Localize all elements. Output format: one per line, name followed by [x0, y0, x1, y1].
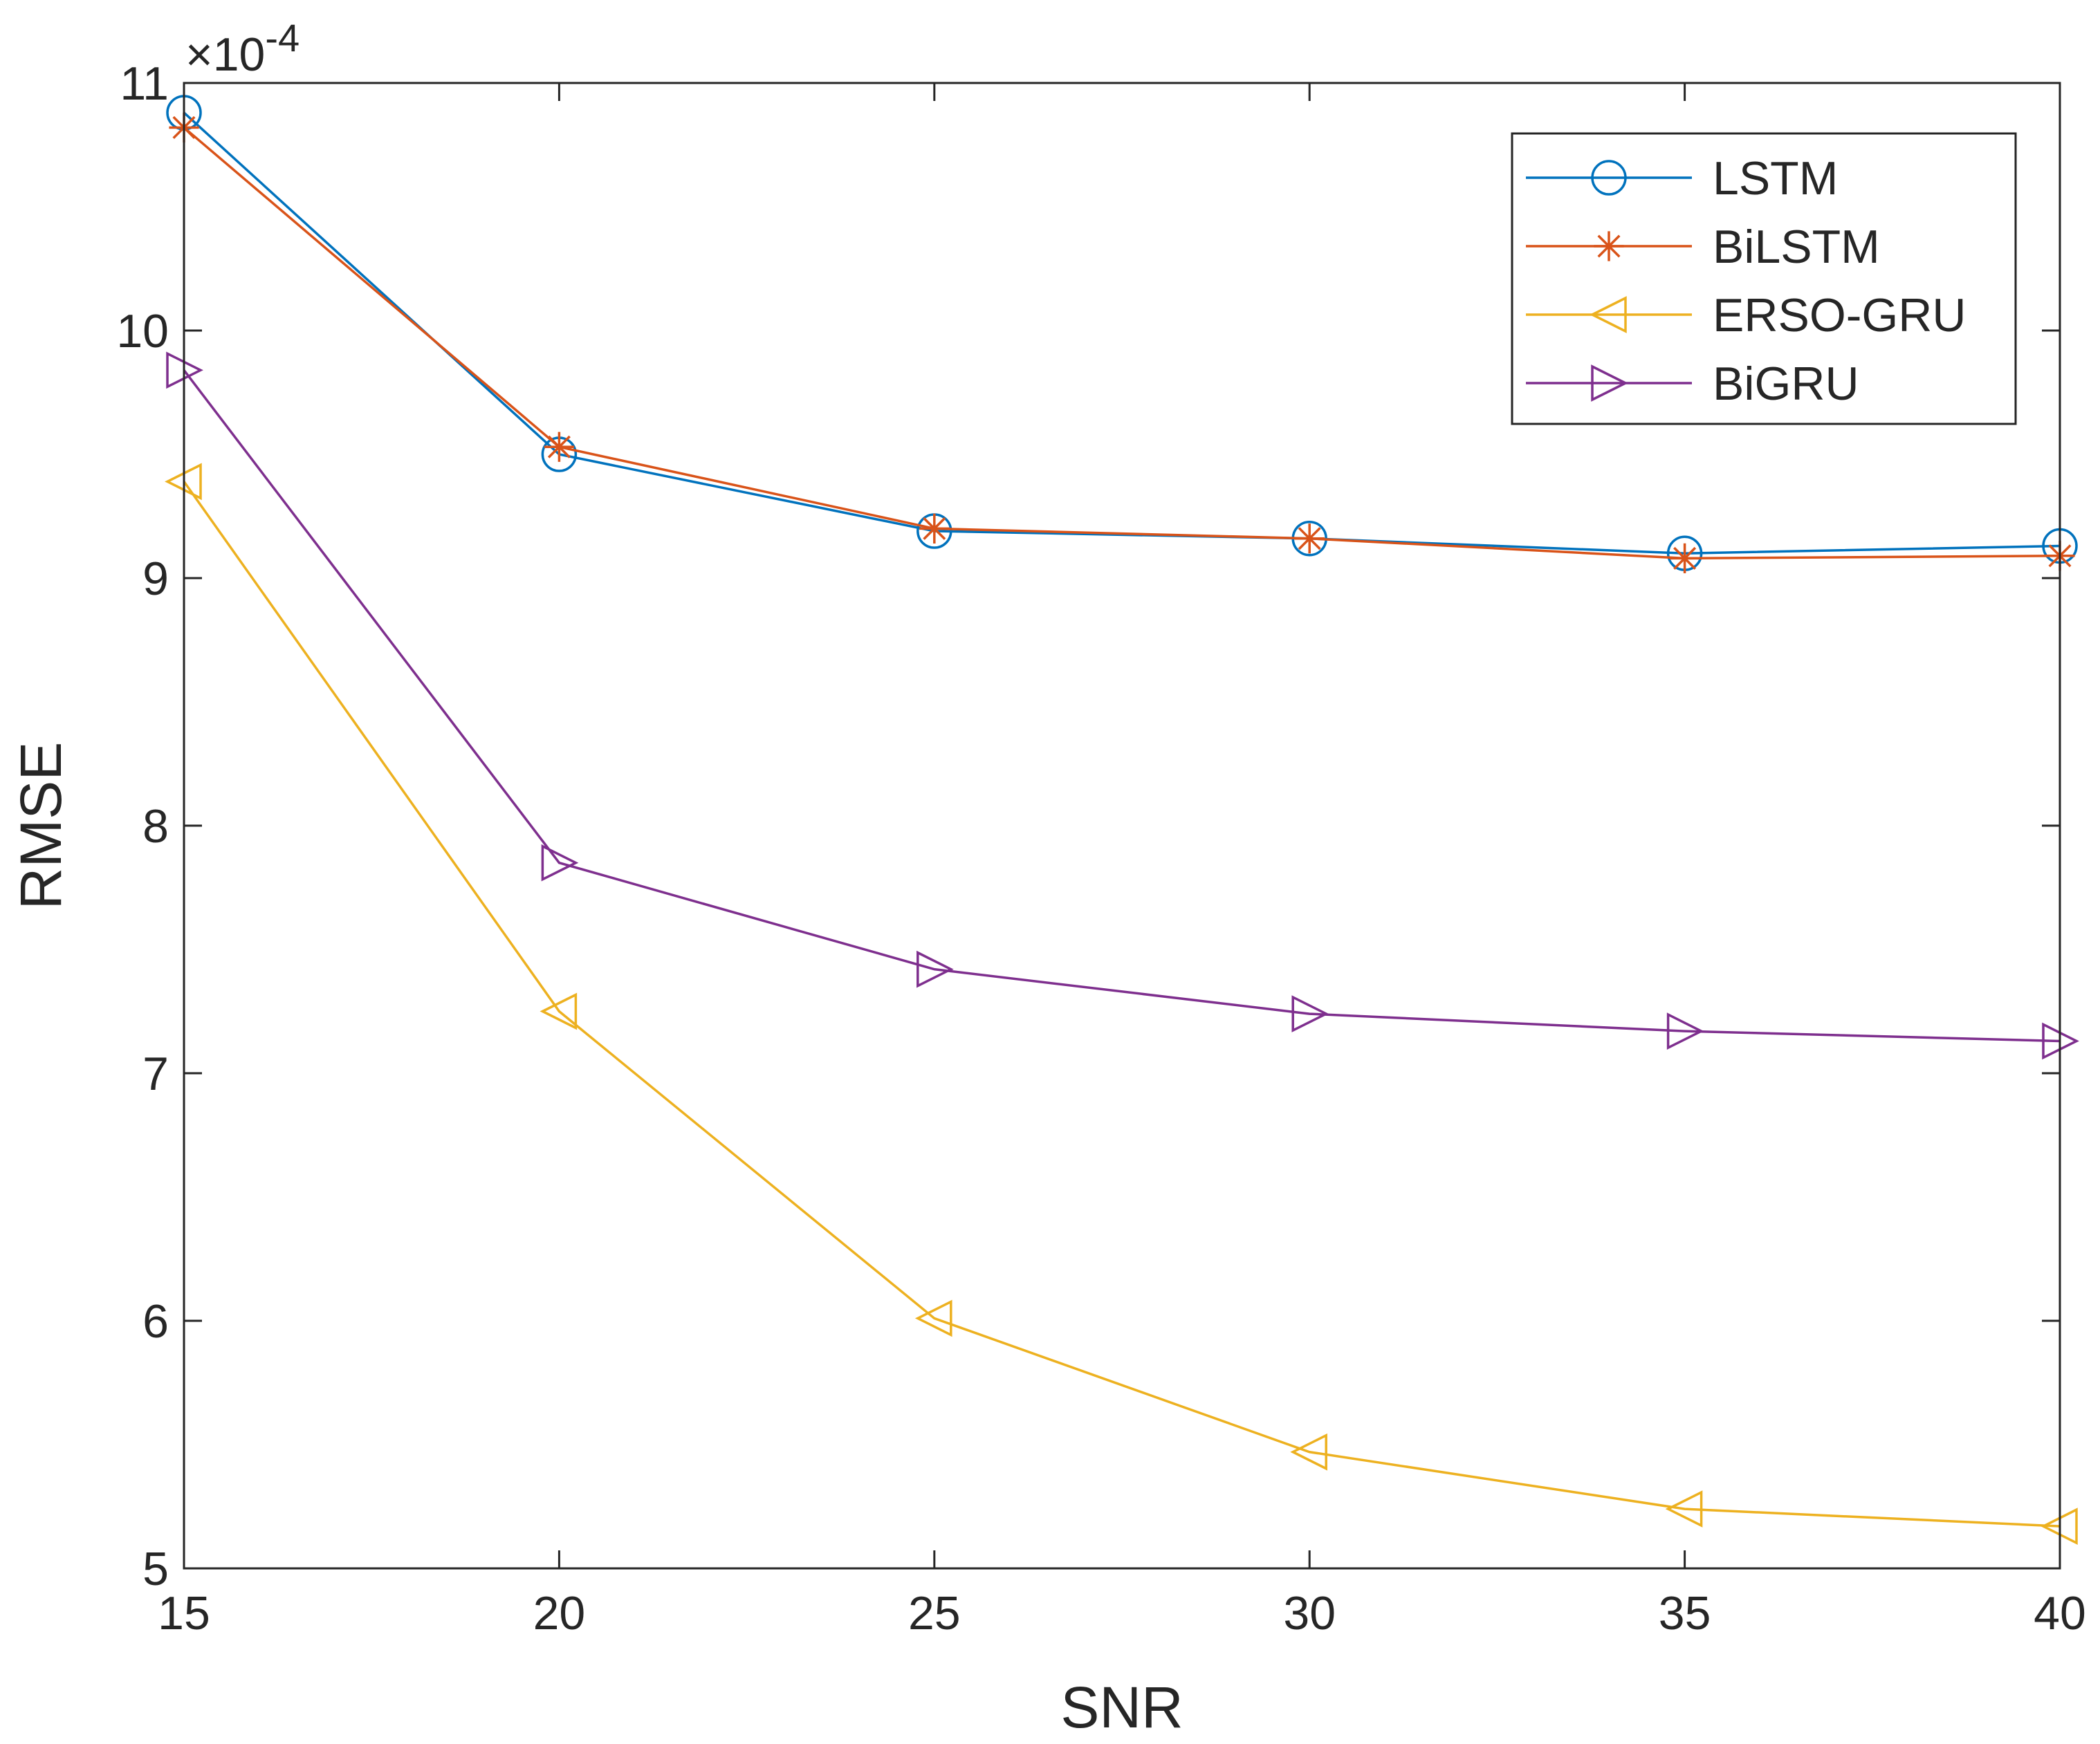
x-tick-label: 20 — [533, 1587, 586, 1640]
x-tick-label: 25 — [908, 1587, 961, 1640]
y-multiplier-base: ×10 — [185, 28, 265, 81]
x-tick-label: 35 — [1659, 1587, 1711, 1640]
legend-marker-bilstm — [1594, 231, 1624, 261]
y-multiplier-exponent: -4 — [265, 16, 300, 59]
y-tick-label: 10 — [116, 305, 169, 358]
y-axis-title: RMSE — [8, 742, 73, 910]
axis-ticks — [183, 82, 2061, 1570]
legend-item-bigru: BiGRU — [1526, 358, 1859, 410]
data-point-bigru — [1291, 995, 1329, 1032]
y-tick-label: 6 — [142, 1295, 169, 1348]
legend-item-erso-gru: ERSO-GRU — [1526, 289, 1966, 342]
data-point-erso-gru — [914, 1299, 952, 1337]
data-point-bilstm — [1670, 543, 1700, 573]
data-point-bigru — [541, 844, 579, 882]
legend-marker-bigru — [1591, 364, 1628, 402]
legend-marker-lstm — [1591, 160, 1627, 196]
series-line-bilstm — [183, 127, 2061, 560]
y-tick-label: 8 — [142, 800, 169, 853]
data-point-bilstm — [1294, 523, 1325, 554]
series-line-erso-gru — [183, 481, 2061, 1528]
y-tick-label: 5 — [142, 1543, 169, 1595]
legend-items: LSTM BiLSTM ERSO-GRU BiGRU — [1526, 152, 1966, 410]
data-point-bigru — [917, 950, 954, 988]
legend: LSTM BiLSTM ERSO-GRU BiGRU — [1511, 132, 2017, 425]
legend-label-erso-gru: ERSO-GRU — [1713, 289, 1966, 342]
data-point-erso-gru — [540, 992, 578, 1030]
data-point-bigru — [1666, 1012, 1704, 1050]
asterisk-strokes — [1594, 231, 1624, 261]
x-axis-title: SNR — [1060, 1675, 1183, 1740]
asterisk-strokes — [919, 513, 950, 544]
data-point-bilstm — [544, 432, 574, 462]
x-tick-label: 30 — [1283, 1587, 1336, 1640]
y-tick-label: 11 — [120, 57, 169, 110]
legend-label-lstm: LSTM — [1713, 152, 1838, 205]
data-point-bilstm — [919, 513, 950, 544]
series-bigru — [166, 351, 2079, 1060]
legend-item-bilstm: BiLSTM — [1526, 221, 1880, 273]
y-axis-multiplier: ×10-4 — [185, 16, 300, 81]
y-tick-label: 7 — [142, 1048, 169, 1100]
data-point-erso-gru — [1290, 1433, 1327, 1471]
series-line-lstm — [183, 111, 2061, 555]
legend-label-bilstm: BiLSTM — [1713, 221, 1880, 273]
legend-marker-erso-gru — [1590, 296, 1627, 333]
y-tick-label: 9 — [142, 553, 169, 605]
asterisk-strokes — [544, 432, 574, 462]
asterisk-strokes — [1294, 523, 1325, 554]
legend-box — [1511, 132, 2017, 425]
x-tick-label: 40 — [2034, 1587, 2086, 1640]
legend-label-bigru: BiGRU — [1713, 358, 1859, 410]
x-tick-labels: 15 20 25 30 35 40 — [158, 1587, 2086, 1640]
x-tick-label: 15 — [158, 1587, 210, 1640]
series-line-bigru — [183, 369, 2061, 1043]
y-tick-labels: 5 6 7 8 9 10 11 — [116, 57, 169, 1595]
asterisk-strokes — [1670, 543, 1700, 573]
legend-item-lstm: LSTM — [1526, 152, 1838, 205]
data-point-erso-gru — [1665, 1490, 1703, 1528]
